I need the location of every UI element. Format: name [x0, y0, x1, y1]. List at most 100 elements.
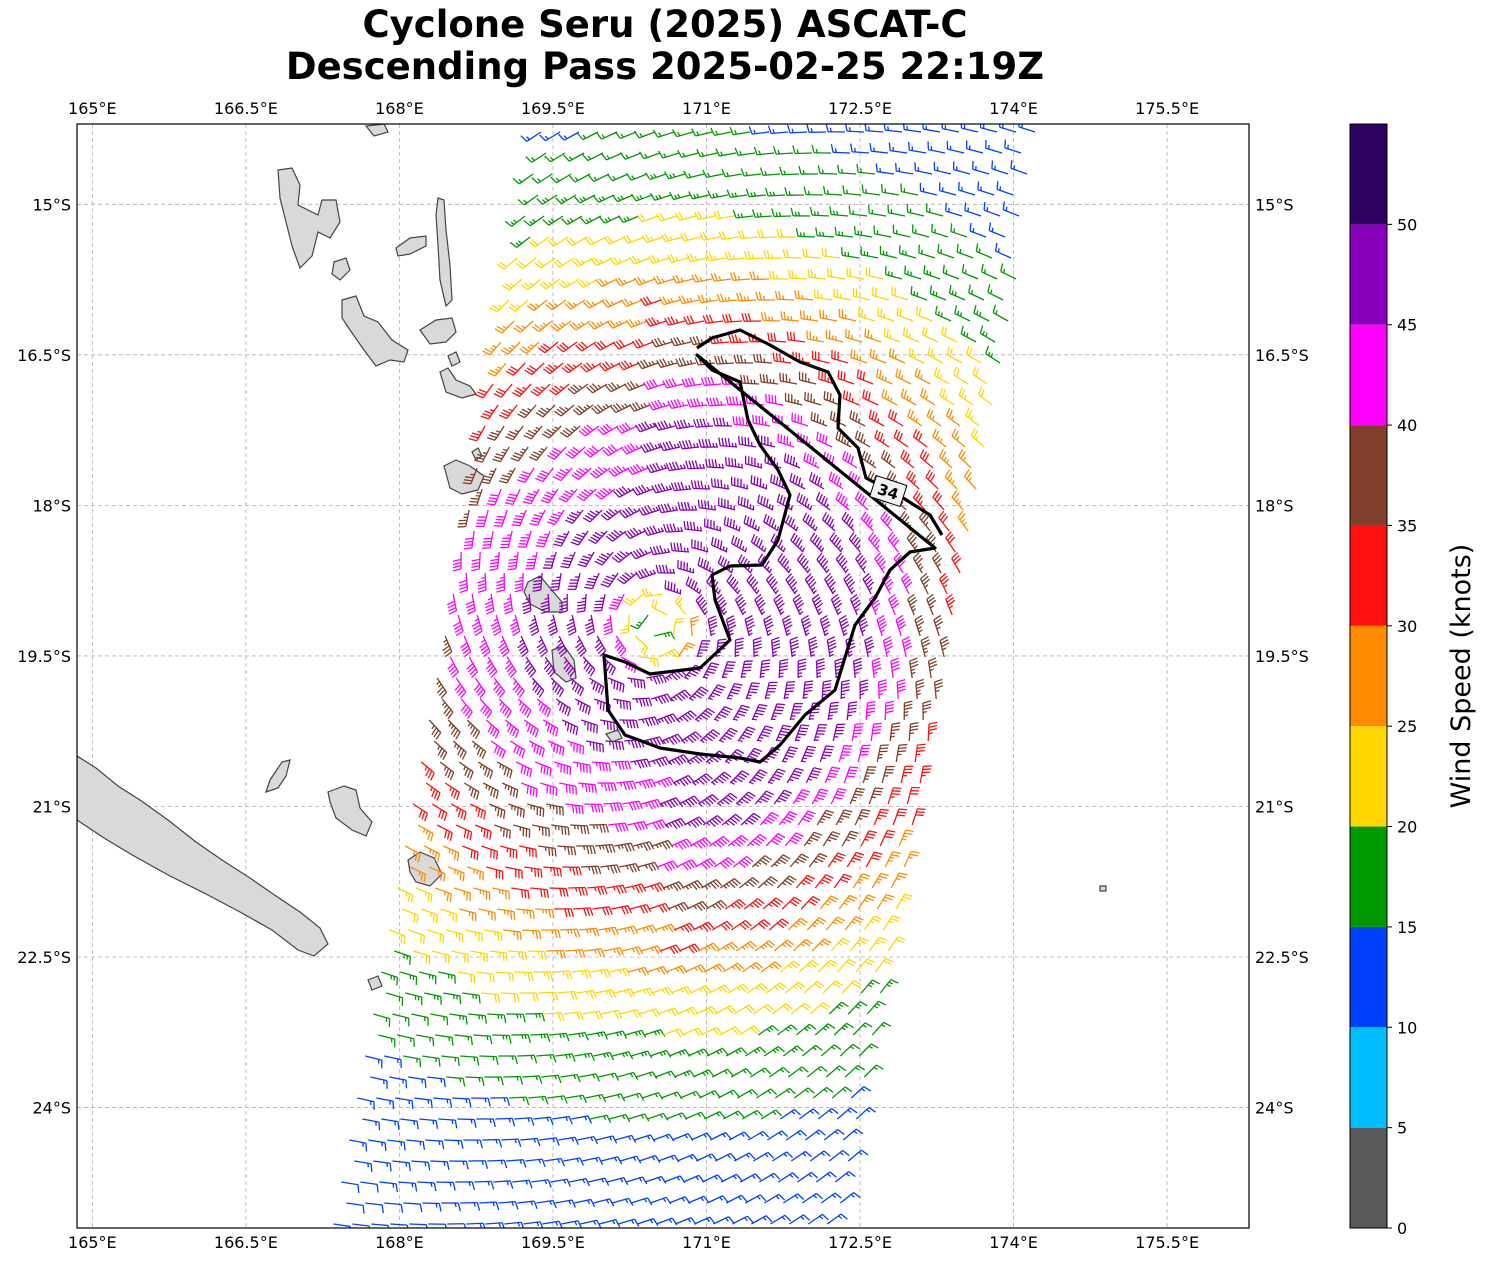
wind-barb [746, 573, 760, 595]
wind-barb [782, 249, 803, 259]
wind-barb [475, 383, 494, 399]
wind-barb [488, 803, 506, 819]
wind-barb [509, 740, 526, 758]
colorbar-tick: 5 [1397, 1119, 1407, 1138]
wind-barb [555, 1053, 576, 1062]
wind-barb [522, 1075, 543, 1084]
wind-barb [586, 383, 608, 394]
wind-barb [752, 1151, 775, 1162]
wind-barb [895, 614, 907, 637]
wind-barb [583, 445, 605, 458]
wind-barb [615, 1134, 637, 1143]
wind-barb [908, 722, 919, 742]
wind-barb [661, 1091, 683, 1100]
island-aneityum [605, 729, 623, 743]
wind-barb [748, 126, 770, 135]
wind-barb [906, 786, 920, 805]
wind-barb [546, 949, 567, 959]
wind-barb [622, 800, 643, 811]
wind-barb [787, 917, 808, 931]
wind-barb [691, 273, 713, 283]
wind-barb [457, 1118, 477, 1128]
wind-barb [621, 443, 643, 455]
wind-barb [842, 1128, 864, 1141]
wind-barb [784, 392, 803, 406]
wind-barb [832, 723, 846, 742]
wind-barb [558, 131, 580, 141]
lon-tick-top: 171°E [682, 99, 731, 118]
wind-barb [500, 341, 521, 355]
wind-barb [725, 396, 746, 406]
wind-barb [400, 1118, 419, 1130]
wind-barb [577, 1135, 599, 1145]
wind-barb [544, 1157, 565, 1167]
wind-barb [810, 411, 828, 427]
wind-barb [744, 250, 765, 260]
wind-barb [944, 469, 958, 490]
wind-barb [662, 378, 684, 389]
wind-barb [880, 450, 896, 469]
wind-barb [389, 929, 406, 945]
wind-barb [833, 1022, 854, 1036]
colorbar-label: Wind Speed (knots) [1446, 544, 1477, 809]
wind-barb [592, 761, 612, 772]
wind-barb [582, 509, 603, 523]
wind-barb [937, 244, 955, 259]
wind-barb [638, 716, 659, 727]
wind-barb [785, 573, 798, 595]
wind-barb [737, 554, 753, 574]
wind-barb [627, 677, 646, 689]
wind-barb [463, 530, 475, 550]
wind-barb [496, 572, 506, 593]
wind-barb [850, 143, 870, 154]
wind-barb [569, 1178, 591, 1187]
lat-tick-left: 22.5°S [17, 948, 71, 967]
wind-barb [796, 552, 811, 574]
wind-barb [469, 803, 487, 820]
island-efate [443, 459, 485, 495]
wind-barb [932, 490, 945, 511]
wind-barb [958, 448, 972, 469]
wind-barb [851, 723, 864, 742]
wind-barb [605, 382, 627, 393]
wind-barb [412, 803, 428, 822]
wind-barb [588, 320, 610, 330]
wind-barb [569, 677, 585, 697]
wind-barb [564, 509, 584, 524]
wind-barb [625, 883, 647, 894]
wind-barb [522, 929, 542, 940]
wind-barb [645, 1175, 667, 1184]
wind-barb [566, 614, 577, 636]
wind-barb [574, 1198, 596, 1208]
wind-barb [550, 320, 572, 332]
wind-barb [498, 467, 516, 484]
wind-barb [490, 1097, 511, 1106]
wind-barb [750, 534, 767, 553]
wind-barb [511, 509, 527, 527]
wind-barb [760, 961, 782, 973]
wind-barb [736, 1088, 759, 1099]
wind-barb [562, 866, 582, 876]
wind-barb [567, 572, 581, 591]
wind-barb [812, 1086, 834, 1099]
wind-barb [433, 740, 448, 761]
wind-barb [835, 430, 852, 448]
wind-barb [999, 124, 1017, 133]
wind-barb [441, 1202, 461, 1212]
wind-barb [737, 230, 759, 240]
wind-barb [847, 1149, 869, 1162]
wind-barb [973, 304, 990, 322]
wind-barb [560, 1073, 581, 1083]
wind-barb [495, 1117, 516, 1127]
wind-barb [860, 246, 879, 259]
wind-barb [874, 957, 894, 973]
wind-barb [675, 357, 697, 367]
wind-barb [576, 593, 587, 613]
wind-barb [413, 950, 431, 965]
wind-barb [406, 1139, 426, 1150]
wind-barb [558, 1136, 579, 1146]
wind-barb [965, 346, 982, 364]
wind-barb [463, 1139, 483, 1149]
wind-barb [553, 467, 573, 482]
wind-barb [721, 313, 743, 323]
